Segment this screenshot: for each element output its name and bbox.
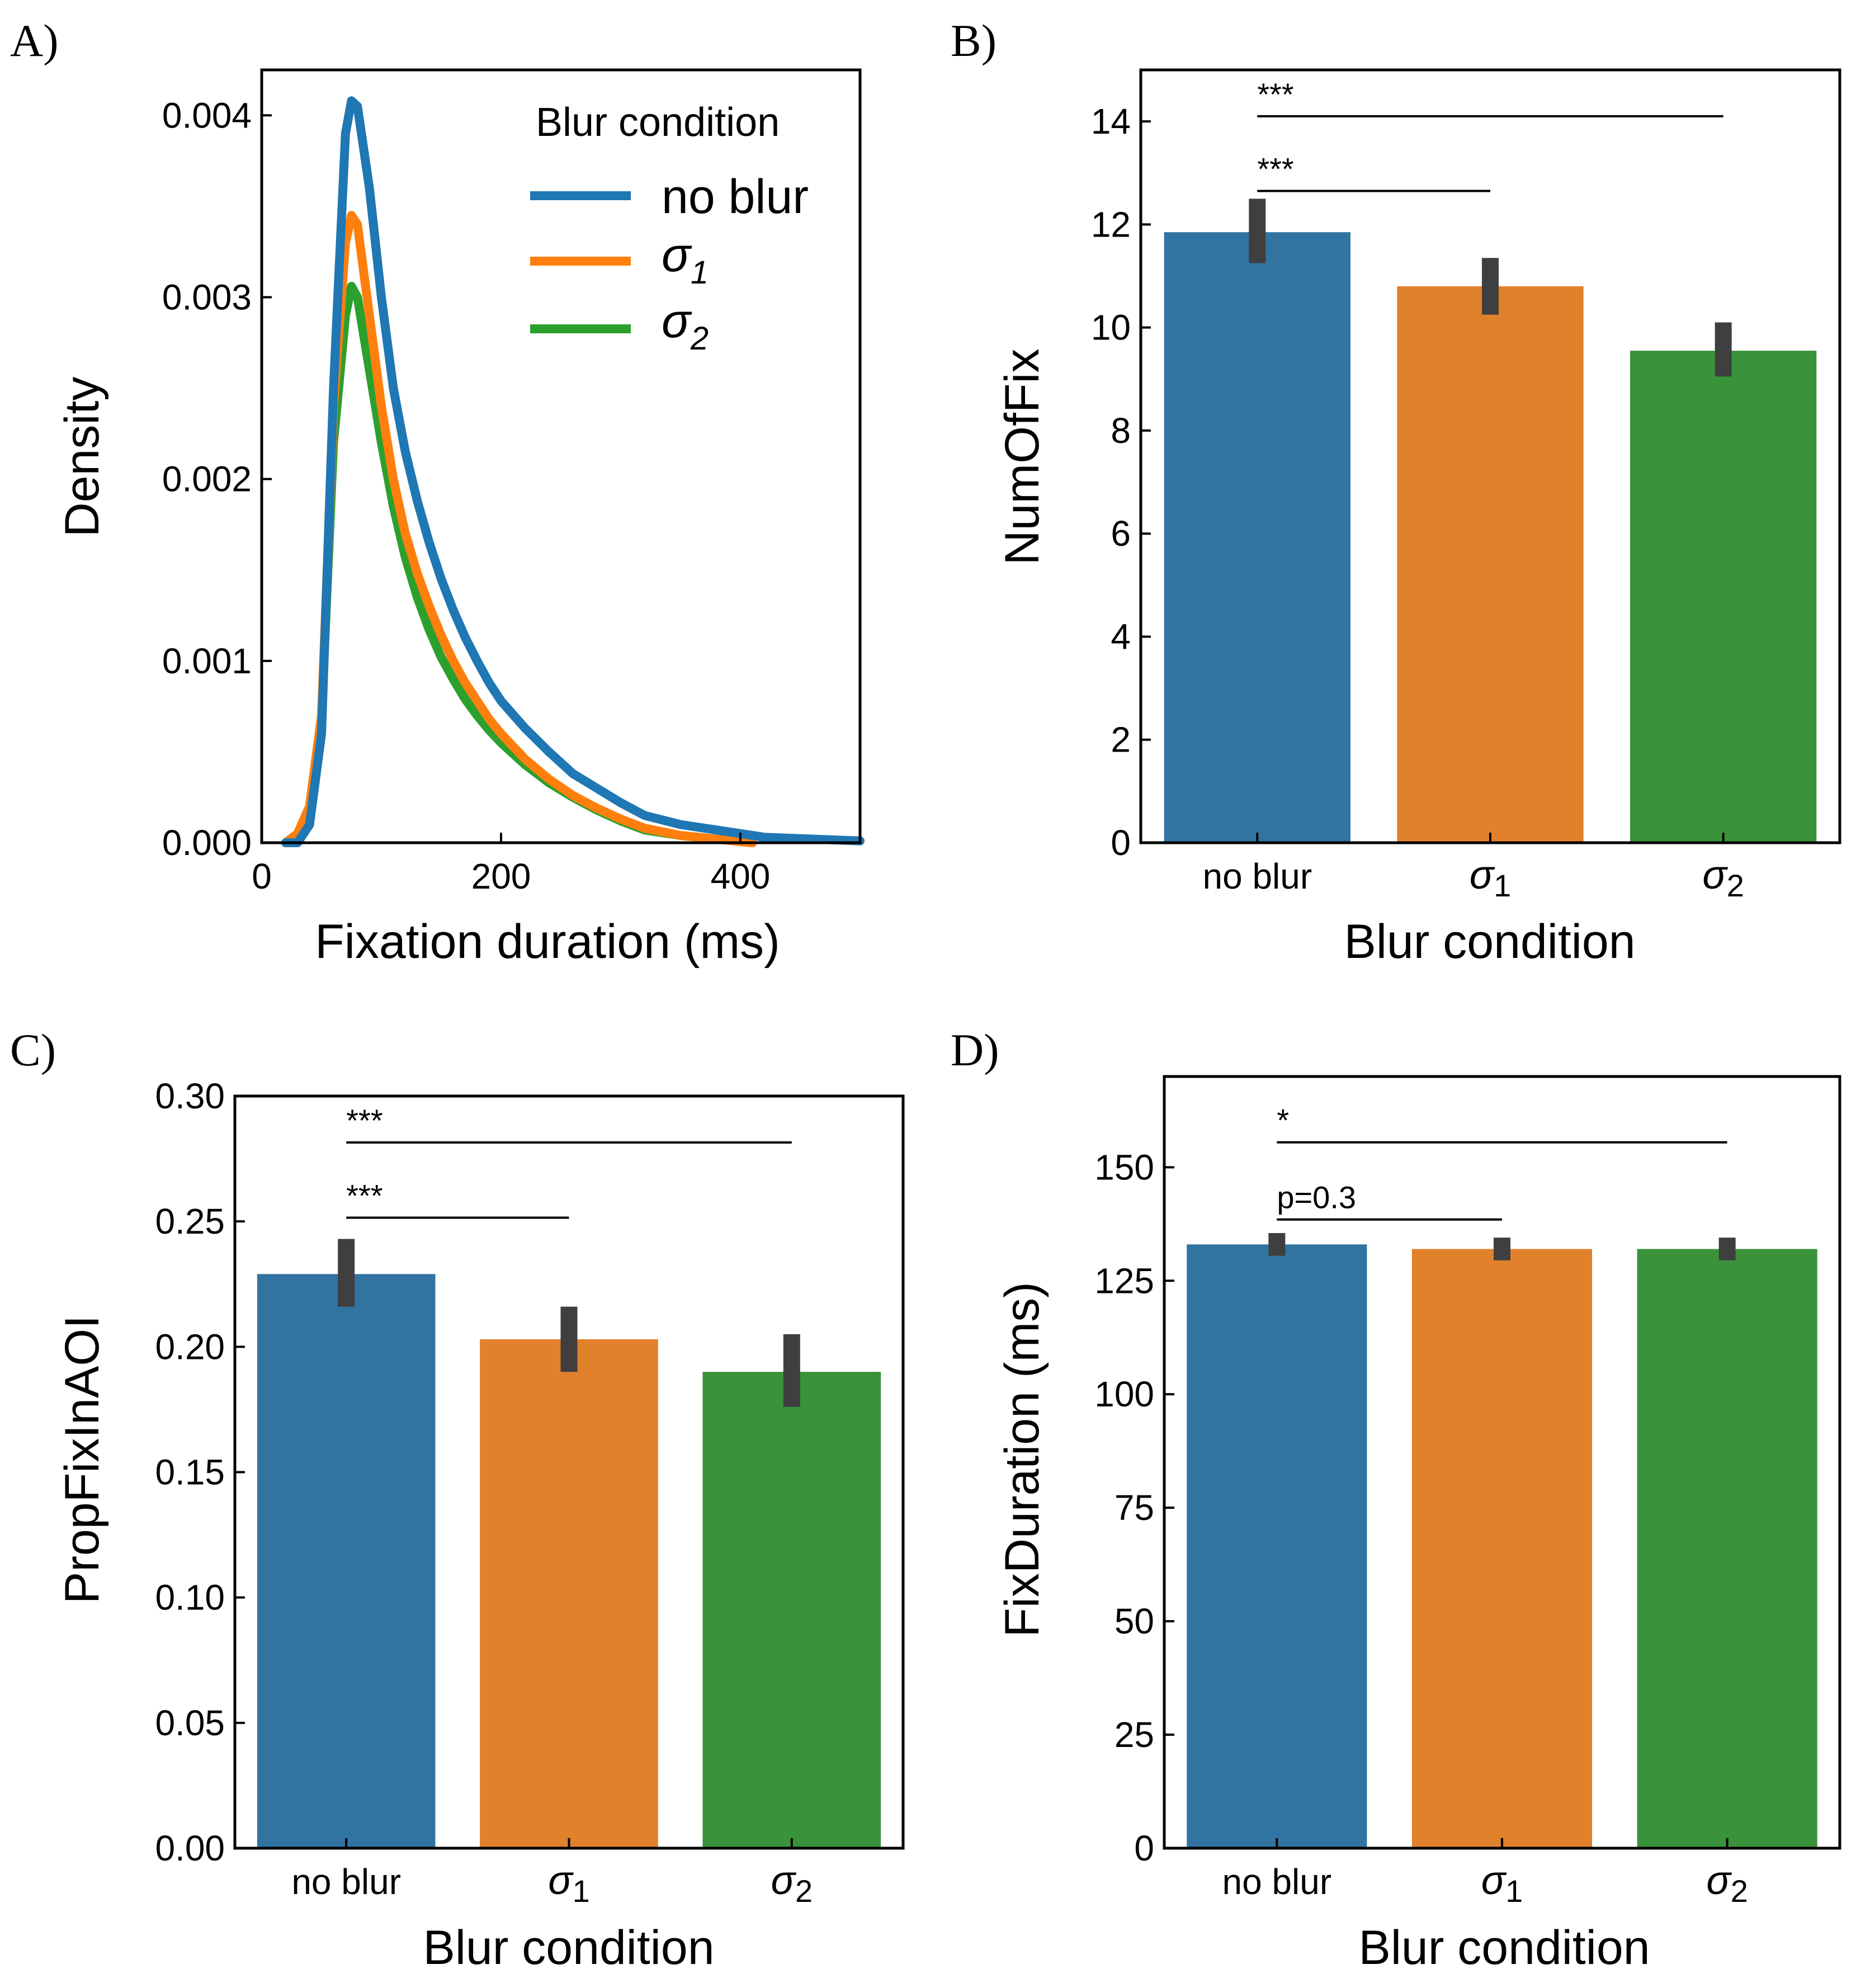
bar-no-blur [1187, 1244, 1367, 1848]
bar-sigma1 [480, 1339, 658, 1848]
y-tick-label: 0 [1111, 823, 1131, 863]
panel-a-letter: A) [10, 15, 59, 66]
y-tick-label: 0.05 [155, 1703, 225, 1743]
x-tick-label: σ2 [771, 1858, 813, 1909]
y-tick-label: 0.10 [155, 1578, 225, 1618]
axes-frame [1139, 68, 1841, 844]
panel-a-legend: Blur condition no blur σ1 σ2 [530, 100, 809, 357]
x-tick-label: σ1 [1470, 853, 1512, 903]
kde-line-no-blur [281, 96, 865, 847]
y-tick-label: 0.002 [162, 459, 252, 499]
x-tick-label: 0 [252, 856, 272, 896]
panel-d-ylabel: FixDuration (ms) [995, 1282, 1049, 1637]
panel-b-ylabel: NumOfFix [995, 349, 1049, 565]
panel-d: D) no blur σ1 σ2 * p=0.3 0 25 50 75 100 125 150 Blu… [951, 1024, 1841, 1975]
legend-label-no-blur: no blur [662, 170, 809, 224]
y-tick-label: 0.15 [155, 1452, 225, 1493]
significance-label: * [1277, 1103, 1289, 1138]
x-tick-label: no blur [1222, 1862, 1331, 1902]
legend-label-sigma2: σ2 [662, 294, 709, 357]
y-tick-label: 0.004 [162, 95, 252, 135]
y-tick-label: 0.20 [155, 1326, 225, 1367]
panel-c-plot-area: no blur σ1 σ2 *** *** 0.00 0.05 0.10 0.15 0.20 0.2… [155, 1076, 905, 1909]
y-tick-label: 150 [1094, 1147, 1154, 1187]
significance-label: *** [1257, 77, 1293, 112]
y-tick-label: 0.001 [162, 641, 252, 681]
x-tick-label: σ1 [1481, 1858, 1523, 1909]
x-tick-label: 200 [471, 856, 531, 896]
bar-no-blur [1164, 232, 1350, 843]
panel-a: A) 0.000 0.001 0.002 0.003 0.004 0 200 400 Blur… [10, 15, 865, 969]
bar-sigma1 [1397, 286, 1584, 843]
y-tick-label: 4 [1111, 616, 1131, 657]
panel-a-plot-area: 0.000 0.001 0.002 0.003 0.004 0 200 400 [162, 68, 865, 896]
bar-sigma1 [1411, 1249, 1593, 1848]
y-tick-label: 2 [1111, 720, 1131, 760]
panel-b-xlabel: Blur condition [1344, 915, 1635, 969]
bar-sigma2 [1630, 351, 1817, 843]
panel-a-legend-title: Blur condition [536, 100, 780, 145]
x-tick-label: 400 [711, 856, 771, 896]
axes-frame [260, 68, 862, 844]
panel-d-xlabel: Blur condition [1358, 1921, 1650, 1975]
panel-a-ylabel: Density [55, 377, 109, 537]
significance-label: *** [1257, 152, 1293, 187]
x-tick-label: σ1 [548, 1858, 590, 1909]
kde-line-sigma2 [281, 282, 757, 847]
panel-c: C) no blur σ1 σ2 *** *** 0.00 0.05 0.10 0.15 0.20… [10, 1024, 905, 1975]
y-tick-label: 0 [1134, 1828, 1154, 1868]
y-tick-label: 100 [1094, 1374, 1154, 1414]
y-tick-label: 0.25 [155, 1201, 225, 1241]
y-tick-label: 14 [1091, 101, 1131, 141]
panel-b-letter: B) [951, 15, 997, 66]
y-tick-label: 25 [1114, 1715, 1154, 1755]
y-tick-label: 0.003 [162, 277, 252, 317]
panel-d-plot-area: no blur σ1 σ2 * p=0.3 0 25 50 75 100 125 150 [1094, 1075, 1841, 1909]
panel-c-letter: C) [10, 1024, 56, 1075]
legend-label-sigma1: σ1 [662, 228, 709, 291]
axes-frame [1163, 1075, 1841, 1850]
y-tick-label: 8 [1111, 410, 1131, 451]
significance-label: *** [346, 1178, 382, 1213]
y-tick-label: 50 [1114, 1601, 1154, 1641]
y-tick-label: 12 [1091, 204, 1131, 244]
y-tick-label: 125 [1094, 1260, 1154, 1301]
panel-c-ylabel: PropFixInAOI [55, 1315, 109, 1604]
bar-sigma2 [702, 1372, 881, 1848]
x-tick-label: no blur [1202, 856, 1312, 896]
y-tick-label: 0.00 [155, 1828, 225, 1868]
y-tick-label: 0.000 [162, 823, 252, 863]
panel-d-letter: D) [951, 1024, 999, 1075]
panel-a-xlabel: Fixation duration (ms) [315, 915, 780, 969]
x-tick-label: no blur [291, 1862, 401, 1902]
panel-c-xlabel: Blur condition [423, 1921, 714, 1975]
x-tick-label: σ2 [1706, 1858, 1748, 1909]
y-tick-label: 10 [1091, 308, 1131, 348]
bar-sigma2 [1637, 1249, 1817, 1848]
y-tick-label: 0.30 [155, 1076, 225, 1116]
y-tick-label: 6 [1111, 513, 1131, 554]
bar-no-blur [257, 1274, 436, 1848]
y-tick-label: 75 [1114, 1488, 1154, 1528]
x-tick-label: σ2 [1702, 853, 1744, 903]
significance-label: p=0.3 [1277, 1180, 1356, 1215]
panel-b-plot-area: no blur σ1 σ2 *** *** 0 2 4 6 8 10 12 14 [1091, 68, 1841, 903]
panel-b: B) no blur σ1 σ2 *** *** 0 2 4 6 8 10 12 14 Blur con… [951, 15, 1841, 969]
significance-label: *** [346, 1103, 382, 1138]
